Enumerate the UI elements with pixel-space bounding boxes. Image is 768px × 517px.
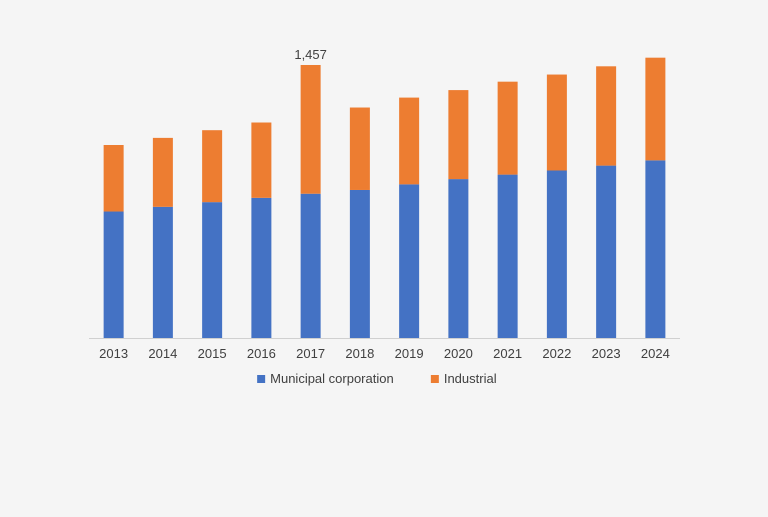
bar-industrial-2019	[399, 97, 420, 185]
bar-municipal-2023	[596, 165, 617, 338]
bar-municipal-2022	[546, 170, 567, 338]
bar-industrial-2016	[251, 122, 272, 198]
bar-municipal-2020	[448, 179, 469, 338]
bar-industrial-2017	[300, 64, 321, 194]
x-tick-label: 2013	[99, 346, 128, 361]
x-tick-label: 2018	[345, 346, 374, 361]
x-tick-label: 2022	[542, 346, 571, 361]
bar-industrial-2021	[497, 81, 518, 175]
x-tick-label: 2014	[148, 346, 177, 361]
bar-industrial-2015	[202, 130, 223, 203]
x-tick-label: 2023	[592, 346, 621, 361]
x-tick-label: 2015	[198, 346, 227, 361]
x-tick-label: 2020	[444, 346, 473, 361]
x-tick-label: 2024	[641, 346, 670, 361]
bar-municipal-2016	[251, 197, 272, 338]
bar-municipal-2017	[300, 193, 321, 338]
legend-label-industrial: Industrial	[444, 371, 497, 386]
bar-municipal-2018	[349, 189, 370, 338]
bar-industrial-2022	[546, 74, 567, 171]
legend-swatch-industrial	[430, 375, 439, 383]
bar-industrial-2023	[596, 66, 617, 166]
bar-municipal-2024	[645, 160, 666, 338]
bar-industrial-2024	[645, 57, 666, 161]
x-tick-label: 2021	[493, 346, 522, 361]
bar-industrial-2018	[349, 107, 370, 190]
data-label: 1,457	[294, 47, 327, 62]
bar-municipal-2019	[399, 184, 420, 338]
bar-industrial-2020	[448, 90, 469, 180]
legend-swatch-municipal	[257, 375, 266, 383]
legend-label-municipal: Municipal corporation	[270, 371, 394, 386]
x-tick-label: 2017	[296, 346, 325, 361]
bar-industrial-2014	[152, 137, 173, 207]
bar-municipal-2013	[103, 211, 124, 338]
bar-industrial-2013	[103, 145, 124, 212]
bar-municipal-2015	[202, 202, 223, 338]
bar-municipal-2014	[152, 206, 173, 338]
x-tick-label: 2019	[395, 346, 424, 361]
bar-municipal-2021	[497, 174, 518, 338]
x-tick-label: 2016	[247, 346, 276, 361]
